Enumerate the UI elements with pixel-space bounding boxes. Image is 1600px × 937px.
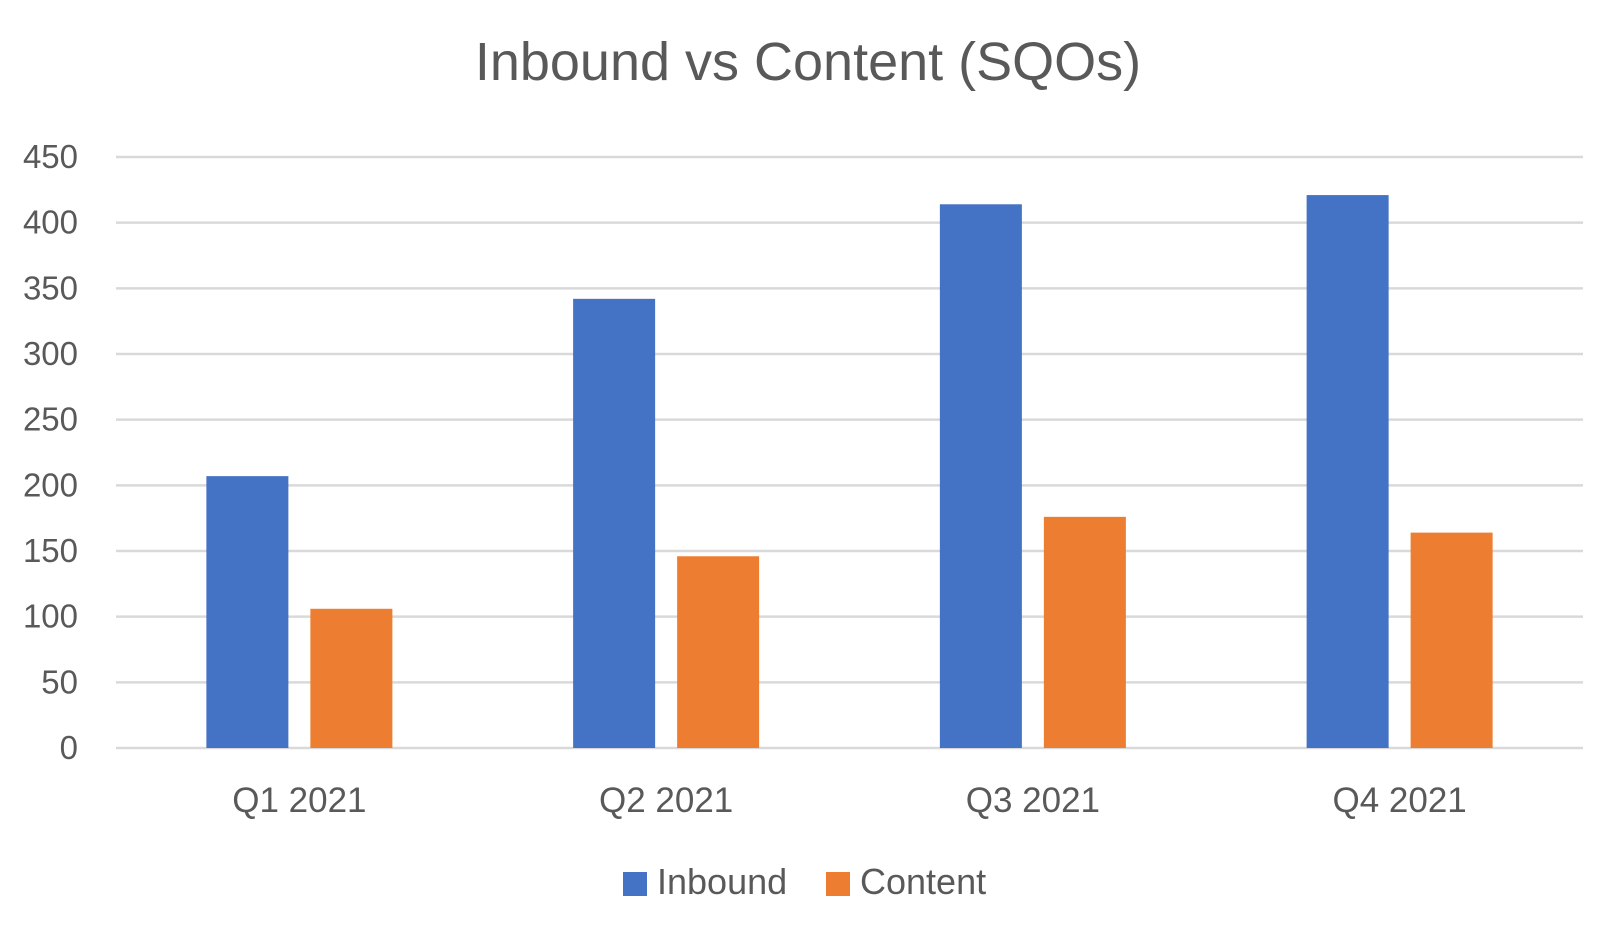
- legend-label-content: Content: [860, 861, 986, 902]
- bar-inbound-q2-2021: [573, 298, 656, 748]
- y-tick-label: 400: [23, 204, 78, 241]
- legend-swatch-content: [826, 872, 850, 896]
- chart-title: Inbound vs Content (SQOs): [475, 32, 1141, 92]
- y-tick-label: 450: [23, 138, 78, 175]
- bar-inbound-q4-2021: [1306, 195, 1389, 748]
- y-tick-label: 350: [23, 269, 78, 306]
- bar-content-q3-2021: [1043, 516, 1126, 748]
- bar-content-q2-2021: [677, 556, 760, 748]
- bars: [206, 195, 1493, 748]
- y-axis-tick-labels: 0 50 100 150 200 250 300 350 400 450: [23, 138, 78, 766]
- x-category-label: Q4 2021: [1332, 781, 1466, 820]
- legend-swatch-inbound: [623, 872, 647, 896]
- x-category-label: Q3 2021: [966, 781, 1100, 820]
- y-tick-label: 100: [23, 598, 78, 635]
- y-tick-label: 150: [23, 532, 78, 569]
- bar-content-q4-2021: [1410, 532, 1493, 748]
- legend-label-inbound: Inbound: [657, 861, 787, 902]
- y-tick-label: 200: [23, 466, 78, 503]
- x-category-label: Q2 2021: [599, 781, 733, 820]
- legend: Inbound Content: [623, 861, 986, 902]
- bar-content-q1-2021: [310, 608, 393, 748]
- y-tick-label: 300: [23, 335, 78, 372]
- y-tick-label: 250: [23, 401, 78, 438]
- bar-inbound-q3-2021: [939, 204, 1022, 748]
- x-category-label: Q1 2021: [232, 781, 366, 820]
- bar-inbound-q1-2021: [206, 476, 289, 748]
- y-tick-label: 0: [60, 729, 78, 766]
- y-tick-label: 50: [41, 663, 78, 700]
- x-axis-category-labels: Q1 2021 Q2 2021 Q3 2021 Q4 2021: [232, 781, 1467, 820]
